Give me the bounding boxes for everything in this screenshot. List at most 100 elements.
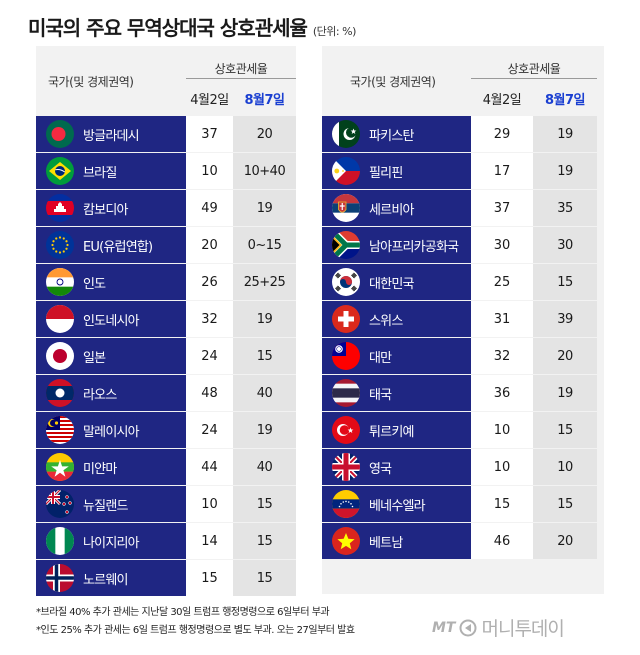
footnote-india: *인도 25% 추가 관세는 6일 트럼프 행정명령으로 별도 부과. 오는 2… [36,625,355,636]
left-table: 국가(및 경제권역) 상호관세율 4월2일 8월7일 방글라데시 37 20 브라질 1… [36,46,296,596]
country-cell: 미얀마 [36,449,186,485]
country-name: 베네수엘라 [369,498,426,514]
august-rate-cell: 39 [533,301,597,337]
unit-label: (단위: %) [312,25,356,38]
bangladesh-flag [46,120,74,148]
country-cell: 스위스 [322,301,471,337]
country-cell: 대만 [322,338,471,374]
april-rate-cell: 44 [186,449,233,485]
country-cell: 방글라데시 [36,116,186,152]
uk-flag [332,453,360,481]
country-name: 브라질 [83,165,117,181]
country-name: 미얀마 [83,461,117,477]
country-cell: 베네수엘라 [322,486,471,522]
country-name: 영국 [369,461,392,477]
country-cell: 라오스 [36,375,186,411]
country-cell: 나이지리아 [36,523,186,559]
april-rate-cell: 46 [471,523,533,559]
country-cell: 인도네시아 [36,301,186,337]
august-rate-cell: 20 [533,338,597,374]
april-rate-cell: 30 [471,227,533,263]
august-rate-cell: 20 [533,523,597,559]
country-cell: 튀르키예 [322,412,471,448]
country-name: 캄보디아 [83,202,128,218]
logo-circle-icon [459,619,477,636]
april-rate-cell: 48 [186,375,233,411]
april-rate-cell: 37 [471,190,533,226]
april-rate-cell: 25 [471,264,533,300]
april-rate-cell: 26 [186,264,233,300]
august-rate-cell: 25+25 [233,264,296,300]
laos-flag [46,379,74,407]
april-rate-cell: 32 [471,338,533,374]
japan-flag [46,342,74,370]
august-rate-cell: 10 [533,449,597,485]
cambodia-flag [46,194,74,222]
august-rate-cell: 35 [533,190,597,226]
april-rate-cell: 20 [186,227,233,263]
country-name: 파키스탄 [369,128,414,144]
country-name: 일본 [83,350,106,366]
header-august: 8월7일 [544,93,586,108]
title-row: 미국의 주요 무역상대국 상호관세율 (단위: %) [28,12,356,41]
switzerland-flag [332,305,360,333]
april-rate-cell: 36 [471,375,533,411]
publisher-logo: MT 머니투데이 [432,614,565,641]
south-africa-flag [332,231,360,259]
country-cell: 일본 [36,338,186,374]
country-cell: 대한민국 [322,264,471,300]
header-rate: 상호관세율 [214,62,268,76]
header-august: 8월7일 [244,93,285,108]
april-rate-cell: 15 [471,486,533,522]
august-rate-cell: 20 [233,116,296,152]
country-cell: 뉴질랜드 [36,486,186,522]
logo-brand: 머니투데이 [481,618,564,640]
august-rate-cell: 19 [533,116,597,152]
april-rate-cell: 10 [471,449,533,485]
new-zealand-flag [46,490,74,518]
pakistan-flag [332,120,360,148]
april-rate-cell: 10 [186,486,233,522]
page-title: 미국의 주요 무역상대국 상호관세율 [28,16,308,40]
august-rate-cell: 15 [233,486,296,522]
august-rate-cell: 15 [533,264,597,300]
thailand-flag [332,379,360,407]
august-rate-cell: 19 [233,190,296,226]
country-name: EU(유럽연합) [83,239,153,255]
august-rate-cell: 15 [233,523,296,559]
south-korea-flag [332,268,360,296]
august-rate-cell: 19 [233,412,296,448]
country-name: 인도네시아 [83,313,140,329]
serbia-flag [332,194,360,222]
country-cell: 노르웨이 [36,560,186,596]
august-rate-cell: 40 [233,375,296,411]
india-flag [46,268,74,296]
country-name: 필리핀 [369,165,403,181]
august-rate-cell: 30 [533,227,597,263]
country-cell: 인도 [36,264,186,300]
vietnam-flag [332,527,360,555]
country-name: 나이지리아 [83,535,140,551]
country-cell: 캄보디아 [36,190,186,226]
turkey-flag [332,416,360,444]
indonesia-flag [46,305,74,333]
country-cell: 세르비아 [322,190,471,226]
country-name: 태국 [369,387,392,403]
april-rate-cell: 32 [186,301,233,337]
header-april: 4월2일 [482,93,522,108]
august-rate-cell: 19 [533,375,597,411]
logo-mt: MT [432,619,456,636]
country-name: 노르웨이 [83,572,128,588]
april-rate-cell: 10 [471,412,533,448]
eu-flag [46,231,74,259]
april-rate-cell: 49 [186,190,233,226]
malaysia-flag [46,416,74,444]
country-name: 베트남 [369,535,403,551]
country-cell: 영국 [322,449,471,485]
august-rate-cell: 19 [533,153,597,189]
brazil-flag [46,157,74,185]
nigeria-flag [46,527,74,555]
taiwan-flag [332,342,360,370]
country-cell: 남아프리카공화국 [322,227,471,263]
header-rate: 상호관세율 [507,62,561,76]
